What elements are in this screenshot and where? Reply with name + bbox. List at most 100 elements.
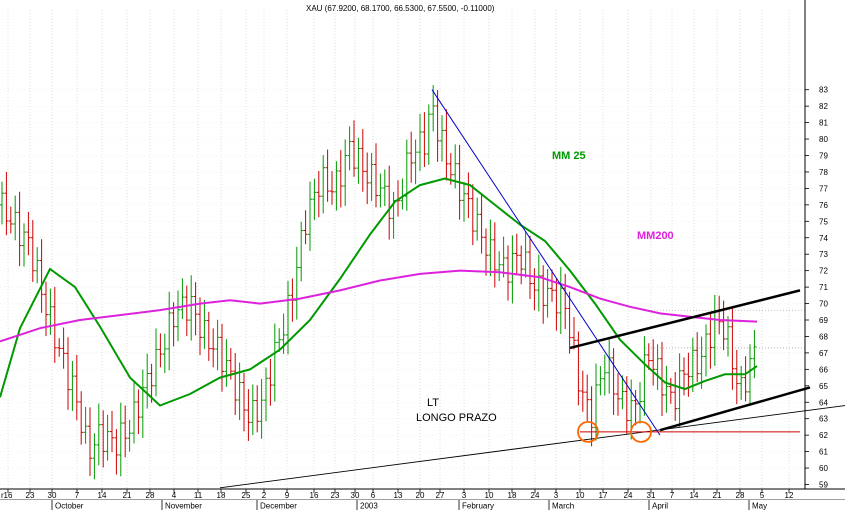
x-tick-label: 25 xyxy=(242,491,251,500)
x-tick-label: 6 xyxy=(371,491,376,500)
price-bar xyxy=(356,137,361,184)
price-bar xyxy=(704,324,708,377)
price-bar xyxy=(642,336,647,416)
price-bar xyxy=(8,206,13,234)
price-bar xyxy=(501,236,506,278)
month-label: May xyxy=(752,502,767,511)
mm200-line xyxy=(0,269,758,343)
price-bar xyxy=(198,297,202,356)
x-tick-label: 7 xyxy=(75,491,80,500)
price-bar xyxy=(140,369,145,438)
price-bar xyxy=(752,329,757,379)
price-bar xyxy=(479,193,484,254)
price-bar xyxy=(492,222,497,288)
price-bar xyxy=(734,349,739,405)
price-bar xyxy=(382,169,387,207)
price-bar xyxy=(616,373,620,416)
price-bar xyxy=(431,85,436,132)
price-bar xyxy=(39,239,44,313)
price-bar xyxy=(748,344,752,406)
month-label: February xyxy=(462,502,494,511)
price-bar xyxy=(484,228,488,276)
chart-title: XAU (67.9200, 68.1700, 66.5300, 67.5500,… xyxy=(306,4,495,13)
bottom-circle-marker xyxy=(577,420,599,443)
price-bar xyxy=(83,406,88,444)
price-bar xyxy=(154,328,158,397)
price-bar xyxy=(316,170,321,218)
price-bars xyxy=(0,85,757,480)
price-bar xyxy=(92,433,97,480)
mm25-line xyxy=(0,177,758,407)
price-bar xyxy=(180,278,185,319)
x-tick-label: 9 xyxy=(285,491,290,500)
mm25-label: MM 25 xyxy=(552,150,586,162)
price-bar xyxy=(334,161,339,211)
price-bar xyxy=(101,410,106,468)
y-tick-label: 79 xyxy=(819,152,828,161)
price-bar xyxy=(624,376,629,434)
price-bar xyxy=(567,291,572,354)
price-bar xyxy=(74,354,79,421)
price-bar xyxy=(418,113,422,171)
y-tick-label: 81 xyxy=(819,119,828,128)
price-bar xyxy=(360,129,365,192)
month-label: October xyxy=(55,502,84,511)
price-bar xyxy=(664,365,669,413)
price-bar xyxy=(717,295,722,335)
price-bar xyxy=(712,294,717,366)
y-tick-label: 74 xyxy=(819,234,828,243)
price-bar xyxy=(158,333,163,368)
y-tick-label: 61 xyxy=(819,448,828,457)
price-bar xyxy=(620,375,625,410)
x-tick-label: 5 xyxy=(760,491,765,500)
bottom-circle-marker xyxy=(630,420,652,443)
price-bar xyxy=(374,143,378,208)
price-bar xyxy=(215,319,220,371)
x-tick-label: 3 xyxy=(554,491,559,500)
price-bar xyxy=(594,363,598,441)
x-tick-label: 20 xyxy=(416,491,425,500)
y-tick-label: 83 xyxy=(819,86,828,95)
y-tick-label: 69 xyxy=(819,316,828,325)
price-bar xyxy=(444,109,449,181)
price-bar xyxy=(110,410,114,453)
price-bar xyxy=(532,268,537,311)
price-bar xyxy=(440,115,444,162)
price-bar xyxy=(726,316,730,357)
price-bar xyxy=(550,269,554,302)
y-tick-label: 64 xyxy=(819,398,828,407)
price-bar xyxy=(206,311,211,361)
y-tick-label: 62 xyxy=(819,431,828,440)
lt-label: LT xyxy=(427,397,439,409)
price-bar xyxy=(61,327,66,369)
x-tick-label: 4 xyxy=(172,491,177,500)
price-bar xyxy=(145,353,150,409)
price-bar xyxy=(255,385,260,433)
price-bar xyxy=(259,378,264,439)
price-bar xyxy=(70,360,75,411)
price-bar xyxy=(250,384,255,436)
reference-lines xyxy=(645,309,805,349)
price-bar xyxy=(325,149,330,202)
x-tick-label: 18 xyxy=(508,491,517,500)
x-tick-label: 14 xyxy=(98,491,107,500)
price-bar xyxy=(369,152,374,201)
price-bar xyxy=(510,235,515,304)
price-bar xyxy=(523,231,528,278)
y-tick-label: 68 xyxy=(819,332,828,341)
price-bar xyxy=(462,182,466,222)
price-bar xyxy=(589,386,594,447)
price-bar xyxy=(352,120,356,177)
price-bar xyxy=(211,328,216,368)
x-tick-label: 16 xyxy=(4,491,13,500)
price-bar xyxy=(602,354,607,396)
channel-top-line xyxy=(569,289,801,350)
price-bar xyxy=(193,282,198,336)
channel-bottom-line xyxy=(659,386,811,432)
price-bar xyxy=(224,339,229,387)
x-tick-label: 23 xyxy=(331,491,340,500)
price-bar xyxy=(264,367,268,422)
price-bar xyxy=(673,371,678,421)
